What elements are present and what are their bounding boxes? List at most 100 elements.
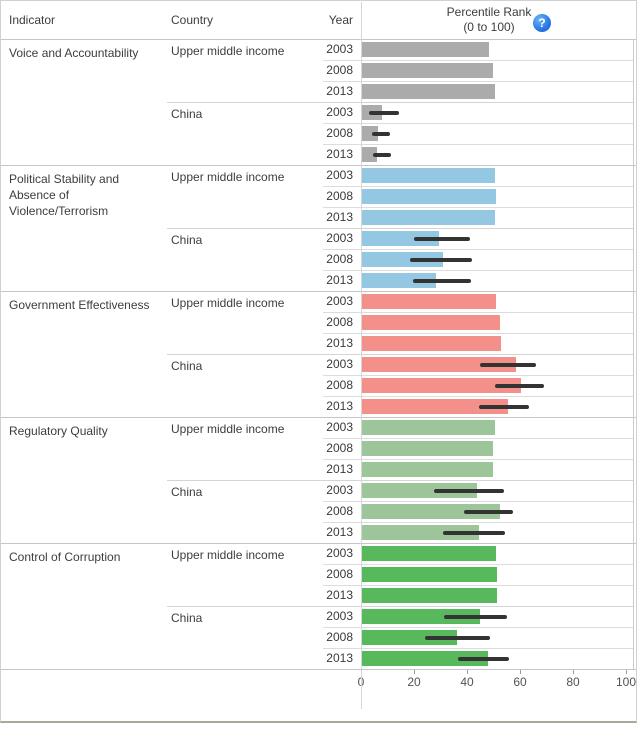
year-label: 2008	[326, 252, 353, 266]
year-label: 2008	[326, 630, 353, 644]
year-label: 2003	[326, 294, 353, 308]
row-separator	[323, 564, 633, 565]
row-separator	[323, 459, 633, 460]
axis-top-border	[1, 669, 636, 670]
section-separator	[1, 165, 636, 166]
row-separator	[323, 438, 633, 439]
year-label: 2008	[326, 441, 353, 455]
year-label: 2008	[326, 189, 353, 203]
year-label: 2003	[326, 483, 353, 497]
percentile-bar[interactable]	[362, 357, 516, 372]
percentile-bar[interactable]	[362, 168, 495, 183]
year-label: 2008	[326, 315, 353, 329]
axis-tick	[573, 670, 574, 674]
section-separator	[1, 291, 636, 292]
row-separator	[323, 81, 633, 82]
percentile-bar[interactable]	[362, 420, 495, 435]
country-group-separator	[167, 606, 633, 607]
year-label: 2008	[326, 504, 353, 518]
percentile-bar[interactable]	[362, 546, 496, 561]
error-bar	[494, 383, 544, 388]
section-separator	[1, 543, 636, 544]
percentile-bar[interactable]	[362, 84, 495, 99]
country-group-separator	[167, 102, 633, 103]
country-label: China	[171, 611, 203, 625]
percentile-bar[interactable]	[362, 189, 496, 204]
row-separator	[323, 270, 633, 271]
country-label: China	[171, 359, 203, 373]
row-separator	[323, 522, 633, 523]
axis-tick-label: 100	[615, 675, 637, 689]
year-label: 2003	[326, 609, 353, 623]
axis-tick	[626, 670, 627, 674]
percentile-bar[interactable]	[362, 63, 494, 78]
percentile-bar[interactable]	[362, 294, 496, 309]
percentile-bar[interactable]	[362, 525, 479, 540]
year-label: 2003	[326, 420, 353, 434]
year-label: 2013	[326, 336, 353, 350]
row-separator	[323, 207, 633, 208]
country-label: China	[171, 107, 203, 121]
percentile-bar[interactable]	[362, 336, 502, 351]
indicator-label: Political Stability and Absence of Viole…	[9, 172, 120, 218]
value-axis-title: Percentile Rank (0 to 100)	[361, 5, 617, 35]
help-icon[interactable]: ?	[533, 14, 551, 32]
year-label: 2008	[326, 378, 353, 392]
country-column-header: Country	[171, 13, 214, 27]
year-label: 2013	[326, 147, 353, 161]
value-axis-title-line2: (0 to 100)	[463, 20, 515, 34]
year-label: 2008	[326, 567, 353, 581]
indicator-label: Control of Corruption	[9, 550, 121, 564]
percentile-bar[interactable]	[362, 567, 498, 582]
indicator-column-header: Indicator	[9, 13, 56, 27]
percentile-bar[interactable]	[362, 378, 521, 393]
percentile-bar[interactable]	[362, 126, 378, 141]
year-label: 2003	[326, 357, 353, 371]
error-bar	[443, 530, 506, 535]
axis-tick-label: 60	[513, 675, 527, 689]
error-bar	[478, 404, 530, 409]
error-bar	[368, 110, 400, 115]
percentile-bar[interactable]	[362, 210, 495, 225]
country-group-separator	[167, 354, 633, 355]
percentile-bar[interactable]	[362, 651, 488, 666]
year-label: 2003	[326, 546, 353, 560]
indicator-label: Government Effectiveness	[9, 298, 150, 312]
country-label: Upper middle income	[171, 170, 285, 184]
country-label: Upper middle income	[171, 44, 285, 58]
percentile-bar[interactable]	[362, 630, 458, 645]
error-bar	[372, 152, 392, 157]
indicator-label: Regulatory Quality	[9, 424, 108, 438]
year-chart-divider	[361, 2, 362, 709]
percentile-bar[interactable]	[362, 609, 480, 624]
percentile-bar[interactable]	[362, 42, 490, 57]
header-divider	[1, 39, 636, 40]
percentile-bar[interactable]	[362, 399, 508, 414]
axis-tick	[467, 670, 468, 674]
percentile-bar[interactable]	[362, 588, 498, 603]
country-label: China	[171, 485, 203, 499]
year-label: 2013	[326, 462, 353, 476]
percentile-bar[interactable]	[362, 147, 377, 162]
percentile-bar[interactable]	[362, 504, 500, 519]
year-label: 2003	[326, 168, 353, 182]
percentile-bar[interactable]	[362, 231, 439, 246]
row-separator	[323, 585, 633, 586]
country-label: Upper middle income	[171, 296, 285, 310]
percentile-bar[interactable]	[362, 315, 500, 330]
country-label: China	[171, 233, 203, 247]
percentile-bar[interactable]	[362, 483, 478, 498]
percentile-bar[interactable]	[362, 462, 494, 477]
row-separator	[323, 123, 633, 124]
year-label: 2008	[326, 63, 353, 77]
row-separator	[323, 312, 633, 313]
error-bar	[444, 614, 507, 619]
percentile-bar[interactable]	[362, 252, 443, 267]
year-column-header: Year	[328, 13, 353, 27]
percentile-bar[interactable]	[362, 273, 437, 288]
error-bar	[410, 257, 473, 262]
year-label: 2013	[326, 399, 353, 413]
percentile-bar[interactable]	[362, 441, 494, 456]
year-label: 2013	[326, 84, 353, 98]
section-separator	[1, 417, 636, 418]
